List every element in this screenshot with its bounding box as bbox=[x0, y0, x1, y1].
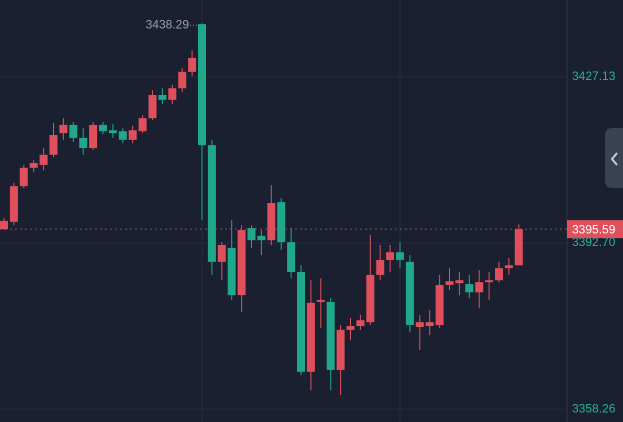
candle-body bbox=[396, 252, 404, 260]
candle-body bbox=[138, 118, 147, 132]
candle-body bbox=[475, 282, 484, 293]
y-tick-label: 3427.13 bbox=[572, 69, 616, 83]
candle-body bbox=[356, 320, 365, 327]
candle-body bbox=[69, 124, 78, 138]
candle-body bbox=[425, 322, 434, 327]
candle-body bbox=[198, 24, 206, 146]
candle-body bbox=[128, 130, 137, 140]
candle-body bbox=[504, 265, 513, 269]
last-price-tag bbox=[567, 220, 623, 239]
candle-body bbox=[118, 131, 127, 140]
candle-body bbox=[99, 124, 107, 132]
candle-body bbox=[306, 302, 315, 372]
candle-body bbox=[405, 261, 414, 326]
candle-body bbox=[287, 242, 296, 273]
max-label: 3438.29 bbox=[146, 17, 190, 31]
candle-body bbox=[237, 230, 246, 296]
candle-body bbox=[376, 259, 385, 275]
candle-body bbox=[455, 280, 464, 284]
candle-body bbox=[59, 124, 68, 134]
candle-body bbox=[346, 326, 355, 330]
chevron-icon[interactable] bbox=[610, 152, 618, 166]
candle-body bbox=[326, 301, 335, 370]
candle-body bbox=[267, 203, 276, 241]
candle-body bbox=[108, 130, 117, 134]
candle-body bbox=[297, 272, 305, 372]
candle-body bbox=[257, 235, 266, 241]
candle-body bbox=[89, 124, 98, 149]
candle-body bbox=[0, 220, 8, 230]
candle-body bbox=[217, 245, 226, 262]
last-price-label: 3395.59 bbox=[572, 222, 616, 236]
y-tick-label: 3358.26 bbox=[572, 401, 616, 415]
candle-body bbox=[386, 252, 395, 260]
candle-body bbox=[247, 228, 256, 241]
candle-body bbox=[495, 268, 503, 281]
candle-body bbox=[207, 145, 216, 262]
candle-body bbox=[435, 285, 444, 326]
candle-body bbox=[316, 299, 325, 302]
y-tick-label: 3392.70 bbox=[572, 235, 616, 249]
candle-body bbox=[445, 281, 454, 286]
candle-body bbox=[514, 229, 523, 266]
candle-body bbox=[227, 247, 236, 296]
candle-body bbox=[277, 202, 286, 243]
candle-body bbox=[39, 154, 48, 165]
candle-body bbox=[79, 137, 88, 149]
candle-body bbox=[168, 88, 177, 100]
candle-body bbox=[148, 95, 157, 119]
candle-body bbox=[19, 167, 28, 187]
collapse-tab[interactable] bbox=[605, 128, 623, 188]
candle-body bbox=[29, 163, 38, 168]
candle-body bbox=[158, 95, 167, 100]
candle-body bbox=[188, 57, 197, 72]
candle-body bbox=[465, 284, 474, 293]
candle-body bbox=[415, 322, 424, 327]
candle-body bbox=[178, 71, 187, 89]
candle-body bbox=[49, 135, 58, 155]
candle-body bbox=[336, 329, 345, 370]
candle-body bbox=[9, 186, 18, 222]
candle-body bbox=[485, 280, 494, 283]
candle-body bbox=[366, 274, 375, 323]
